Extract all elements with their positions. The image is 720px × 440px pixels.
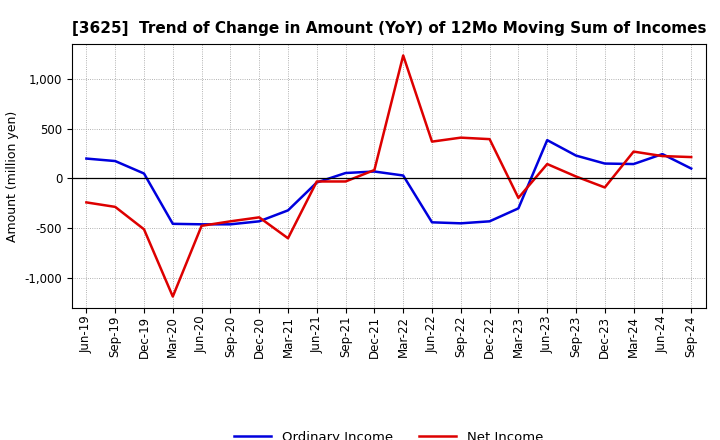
Ordinary Income xyxy=(572,153,580,158)
Net Income xyxy=(140,227,148,232)
Net Income xyxy=(687,154,696,160)
Net Income xyxy=(629,149,638,154)
Ordinary Income xyxy=(514,206,523,211)
Ordinary Income xyxy=(456,221,465,226)
Ordinary Income xyxy=(687,166,696,171)
Net Income xyxy=(226,219,235,224)
Net Income xyxy=(399,53,408,58)
Ordinary Income xyxy=(226,222,235,227)
Net Income xyxy=(82,200,91,205)
Net Income xyxy=(312,179,321,184)
Net Income xyxy=(485,136,494,142)
Ordinary Income xyxy=(284,208,292,213)
Net Income xyxy=(370,167,379,172)
Ordinary Income xyxy=(312,180,321,185)
Net Income xyxy=(255,215,264,220)
Net Income xyxy=(197,223,206,228)
Ordinary Income xyxy=(543,137,552,143)
Net Income xyxy=(572,174,580,179)
Line: Net Income: Net Income xyxy=(86,55,691,297)
Net Income xyxy=(600,185,609,190)
Ordinary Income xyxy=(140,171,148,176)
Ordinary Income xyxy=(600,161,609,166)
Ordinary Income xyxy=(82,156,91,161)
Ordinary Income xyxy=(428,220,436,225)
Ordinary Income xyxy=(658,151,667,157)
Ordinary Income xyxy=(111,158,120,164)
Ordinary Income xyxy=(629,161,638,167)
Net Income xyxy=(658,154,667,159)
Net Income xyxy=(543,161,552,167)
Ordinary Income xyxy=(255,219,264,224)
Net Income xyxy=(168,294,177,299)
Net Income xyxy=(514,195,523,201)
Net Income xyxy=(284,236,292,241)
Net Income xyxy=(111,204,120,209)
Title: [3625]  Trend of Change in Amount (YoY) of 12Mo Moving Sum of Incomes: [3625] Trend of Change in Amount (YoY) o… xyxy=(71,21,706,36)
Ordinary Income xyxy=(197,222,206,227)
Ordinary Income xyxy=(341,170,350,176)
Net Income xyxy=(456,135,465,140)
Net Income xyxy=(428,139,436,144)
Ordinary Income xyxy=(399,173,408,178)
Net Income xyxy=(341,179,350,184)
Ordinary Income xyxy=(485,219,494,224)
Ordinary Income xyxy=(370,169,379,174)
Line: Ordinary Income: Ordinary Income xyxy=(86,140,691,224)
Ordinary Income xyxy=(168,221,177,227)
Y-axis label: Amount (million yen): Amount (million yen) xyxy=(6,110,19,242)
Legend: Ordinary Income, Net Income: Ordinary Income, Net Income xyxy=(229,425,549,440)
